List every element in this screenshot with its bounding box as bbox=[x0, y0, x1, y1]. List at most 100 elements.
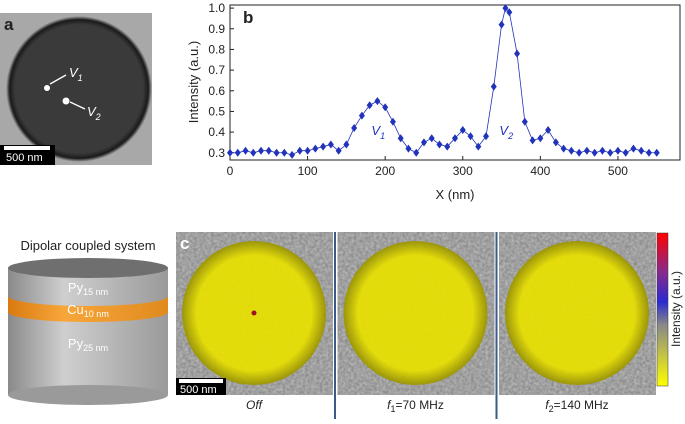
annotation-main: V bbox=[371, 123, 381, 138]
label-sub: 1 bbox=[78, 73, 83, 83]
layer-label: Cu10 nm bbox=[67, 302, 109, 319]
layer-sub: 15 nm bbox=[83, 287, 108, 297]
marker bbox=[583, 146, 590, 155]
marker bbox=[444, 142, 451, 151]
y-tick-label: 0.7 bbox=[208, 63, 225, 77]
marker bbox=[552, 138, 559, 147]
label-main: V bbox=[69, 65, 79, 80]
cu-layer bbox=[8, 296, 168, 322]
marker bbox=[397, 134, 404, 143]
marker bbox=[638, 146, 645, 155]
marker bbox=[630, 144, 637, 153]
x-tick-label: 300 bbox=[453, 164, 473, 178]
marker bbox=[560, 144, 567, 153]
caption-main: Off bbox=[246, 398, 264, 412]
scale-bar bbox=[4, 146, 50, 150]
caption: f2=140 MHz bbox=[545, 398, 608, 414]
marker bbox=[304, 146, 311, 155]
y-tick-label: 0.9 bbox=[208, 22, 225, 36]
annotation-sub: 1 bbox=[380, 131, 385, 141]
marker bbox=[502, 4, 509, 13]
marker bbox=[420, 138, 427, 147]
marker bbox=[521, 117, 528, 126]
layer-label: Py25 nm bbox=[68, 336, 108, 353]
layer-label: Py15 nm bbox=[68, 280, 108, 297]
annotation: V1 bbox=[371, 123, 385, 141]
marker bbox=[459, 126, 466, 135]
panel-letter: c bbox=[180, 234, 189, 253]
marker bbox=[599, 146, 606, 155]
panel-b: b X (nm) Intensity (a.u.) 0 100 200 300 400 5… bbox=[186, 1, 681, 202]
disk bbox=[343, 241, 488, 385]
marker bbox=[343, 140, 350, 149]
disk bbox=[505, 241, 649, 385]
x-axis-label: X (nm) bbox=[436, 187, 475, 202]
marker bbox=[351, 123, 358, 132]
y-tick-label: 0.3 bbox=[208, 146, 225, 160]
marker bbox=[498, 20, 505, 29]
layer-main: Py bbox=[68, 280, 84, 295]
marker bbox=[320, 142, 327, 151]
marker bbox=[250, 148, 257, 157]
marker bbox=[242, 146, 249, 155]
panel-letter: b bbox=[243, 8, 253, 27]
panel-a: V1 V2 500 nm a bbox=[0, 13, 152, 165]
marker bbox=[258, 146, 265, 155]
scale-label: 500 nm bbox=[180, 384, 217, 396]
marker bbox=[483, 132, 490, 141]
x-tick-label: 400 bbox=[530, 164, 550, 178]
scale-label: 500 nm bbox=[6, 152, 43, 164]
marker bbox=[545, 126, 552, 135]
marker bbox=[413, 148, 420, 157]
line bbox=[230, 7, 657, 156]
marker bbox=[327, 140, 334, 149]
colorbar bbox=[656, 232, 669, 387]
marker bbox=[653, 148, 660, 157]
label: V2 bbox=[87, 104, 101, 122]
annotation: V2 bbox=[499, 123, 513, 141]
marker bbox=[227, 148, 233, 157]
label-main: V bbox=[87, 104, 97, 119]
marker bbox=[529, 136, 536, 145]
marker bbox=[405, 144, 412, 153]
annotation-sub: 2 bbox=[507, 131, 513, 141]
marker bbox=[374, 97, 381, 106]
layer-sub: 10 nm bbox=[84, 309, 109, 319]
marker bbox=[475, 142, 482, 151]
marker bbox=[514, 49, 521, 58]
marker bbox=[335, 146, 342, 155]
caption-rest: =70 MHz bbox=[396, 398, 444, 412]
cylinder-top bbox=[8, 258, 168, 278]
x-tick-label: 100 bbox=[298, 164, 318, 178]
y-axis-label: Intensity (a.u.) bbox=[186, 41, 201, 123]
marker bbox=[265, 146, 272, 155]
marker bbox=[467, 132, 474, 141]
vortex bbox=[62, 97, 70, 105]
core bbox=[251, 310, 257, 316]
x-tick-label: 200 bbox=[375, 164, 395, 178]
schematic-title: Dipolar coupled system bbox=[20, 238, 155, 253]
marker bbox=[296, 146, 303, 155]
caption: f1=70 MHz bbox=[387, 398, 444, 414]
marker bbox=[389, 117, 396, 126]
layer-sub: 25 nm bbox=[83, 343, 108, 353]
cylinder-body bbox=[8, 268, 168, 395]
y-tick-label: 0.6 bbox=[208, 84, 225, 98]
x-tick-label: 0 bbox=[227, 164, 234, 178]
caption: Off bbox=[246, 398, 264, 412]
caption-sub: 1 bbox=[390, 404, 395, 414]
caption-main: f bbox=[545, 398, 550, 412]
arrow bbox=[69, 101, 86, 110]
marker bbox=[607, 148, 614, 157]
scale-bar bbox=[179, 379, 223, 383]
marker bbox=[436, 140, 443, 149]
marker bbox=[234, 148, 241, 157]
annotation-main: V bbox=[499, 123, 509, 138]
marker bbox=[622, 148, 629, 157]
marker bbox=[576, 148, 583, 157]
marker bbox=[358, 111, 365, 120]
marker bbox=[452, 134, 458, 143]
marker bbox=[614, 146, 621, 155]
